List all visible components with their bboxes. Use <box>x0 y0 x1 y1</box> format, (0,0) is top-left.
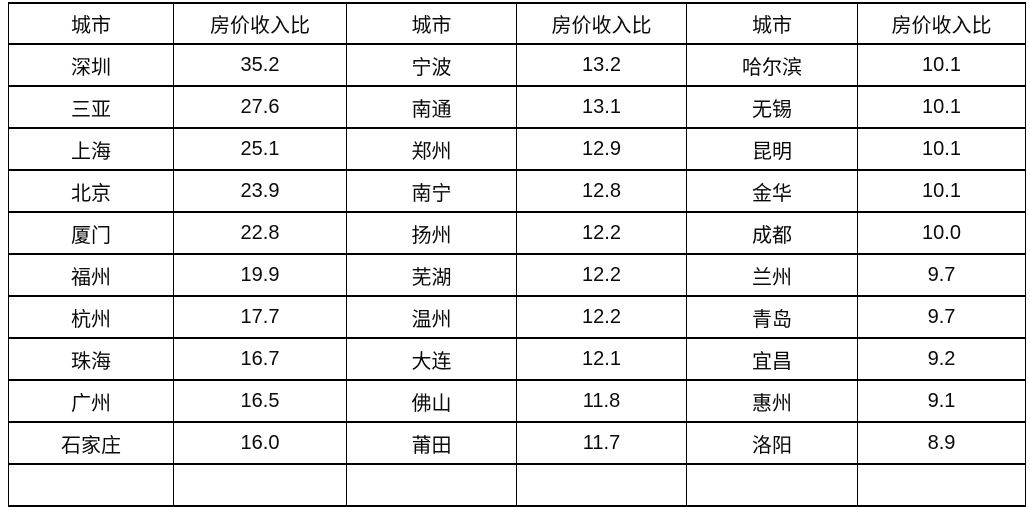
ratio-cell: 10.1 <box>857 43 1026 87</box>
city-cell: 杭州 <box>8 295 174 339</box>
table-row: 广州 16.5 佛山 11.8 惠州 9.1 <box>8 379 1026 423</box>
empty-cell <box>516 463 687 507</box>
city-cell: 扬州 <box>346 211 517 255</box>
city-cell: 无锡 <box>686 85 858 129</box>
ratio-cell: 27.6 <box>173 85 347 129</box>
city-cell: 芜湖 <box>346 253 517 297</box>
table-row: 福州 19.9 芜湖 12.2 兰州 9.7 <box>8 253 1026 297</box>
city-cell: 成都 <box>686 211 858 255</box>
ratio-cell: 12.2 <box>516 295 687 339</box>
ratio-cell: 10.0 <box>857 211 1026 255</box>
city-cell: 石家庄 <box>8 421 174 465</box>
city-cell: 深圳 <box>8 43 174 87</box>
ratio-cell: 12.1 <box>516 337 687 381</box>
city-cell: 南宁 <box>346 169 517 213</box>
city-cell: 佛山 <box>346 379 517 423</box>
ratio-cell: 16.0 <box>173 421 347 465</box>
ratio-cell: 12.8 <box>516 169 687 213</box>
ratio-cell: 11.8 <box>516 379 687 423</box>
city-cell: 昆明 <box>686 127 858 171</box>
table-row: 杭州 17.7 温州 12.2 青岛 9.7 <box>8 295 1026 339</box>
ratio-cell: 9.7 <box>857 253 1026 297</box>
city-cell: 郑州 <box>346 127 517 171</box>
city-cell: 大连 <box>346 337 517 381</box>
ratio-cell: 13.2 <box>516 43 687 87</box>
ratio-cell: 12.9 <box>516 127 687 171</box>
city-cell: 温州 <box>346 295 517 339</box>
empty-cell <box>686 463 858 507</box>
city-cell: 北京 <box>8 169 174 213</box>
ratio-cell: 22.8 <box>173 211 347 255</box>
city-cell: 莆田 <box>346 421 517 465</box>
table-row: 深圳 35.2 宁波 13.2 哈尔滨 10.1 <box>8 43 1026 87</box>
ratio-cell: 19.9 <box>173 253 347 297</box>
city-cell: 惠州 <box>686 379 858 423</box>
ratio-cell: 9.2 <box>857 337 1026 381</box>
table-row: 三亚 27.6 南通 13.1 无锡 10.1 <box>8 85 1026 129</box>
city-cell: 上海 <box>8 127 174 171</box>
ratio-cell: 10.1 <box>857 169 1026 213</box>
header-ratio-2: 房价收入比 <box>516 2 687 45</box>
header-city-1: 城市 <box>8 2 174 45</box>
city-cell: 三亚 <box>8 85 174 129</box>
ratio-cell: 17.7 <box>173 295 347 339</box>
city-cell: 广州 <box>8 379 174 423</box>
empty-cell <box>173 463 347 507</box>
ratio-cell: 11.7 <box>516 421 687 465</box>
table-row: 厦门 22.8 扬州 12.2 成都 10.0 <box>8 211 1026 255</box>
empty-cell <box>8 463 174 507</box>
city-cell: 福州 <box>8 253 174 297</box>
table-row: 珠海 16.7 大连 12.1 宜昌 9.2 <box>8 337 1026 381</box>
table-row: 石家庄 16.0 莆田 11.7 洛阳 8.9 <box>8 421 1026 465</box>
city-cell: 珠海 <box>8 337 174 381</box>
clipped-partial-row <box>8 463 1026 507</box>
city-cell: 宁波 <box>346 43 517 87</box>
city-cell: 洛阳 <box>686 421 858 465</box>
ratio-cell: 13.1 <box>516 85 687 129</box>
city-cell: 宜昌 <box>686 337 858 381</box>
empty-cell <box>857 463 1026 507</box>
ratio-cell: 16.7 <box>173 337 347 381</box>
header-ratio-1: 房价收入比 <box>173 2 347 45</box>
ratio-cell: 9.7 <box>857 295 1026 339</box>
header-ratio-3: 房价收入比 <box>857 2 1026 45</box>
ratio-cell: 10.1 <box>857 85 1026 129</box>
table-body: 深圳 35.2 宁波 13.2 哈尔滨 10.1 三亚 27.6 南通 13.1 无锡 10.1 上海 2… <box>8 43 1026 507</box>
table-row: 北京 23.9 南宁 12.8 金华 10.1 <box>8 169 1026 213</box>
ratio-cell: 35.2 <box>173 43 347 87</box>
city-cell: 厦门 <box>8 211 174 255</box>
ratio-cell: 25.1 <box>173 127 347 171</box>
price-income-ratio-table: 城市 房价收入比 城市 房价收入比 城市 房价收入比 深圳 35.2 宁波 13.2 哈… <box>8 2 1026 507</box>
header-city-3: 城市 <box>686 2 858 45</box>
city-cell: 青岛 <box>686 295 858 339</box>
ratio-cell: 16.5 <box>173 379 347 423</box>
city-cell: 兰州 <box>686 253 858 297</box>
table-row: 上海 25.1 郑州 12.9 昆明 10.1 <box>8 127 1026 171</box>
table-header-row: 城市 房价收入比 城市 房价收入比 城市 房价收入比 <box>8 2 1026 45</box>
ratio-cell: 12.2 <box>516 253 687 297</box>
header-city-2: 城市 <box>346 2 517 45</box>
city-cell: 金华 <box>686 169 858 213</box>
ratio-cell: 9.1 <box>857 379 1026 423</box>
ratio-cell: 8.9 <box>857 421 1026 465</box>
empty-cell <box>346 463 517 507</box>
city-cell: 哈尔滨 <box>686 43 858 87</box>
ratio-cell: 10.1 <box>857 127 1026 171</box>
ratio-cell: 23.9 <box>173 169 347 213</box>
ratio-cell: 12.2 <box>516 211 687 255</box>
city-cell: 南通 <box>346 85 517 129</box>
